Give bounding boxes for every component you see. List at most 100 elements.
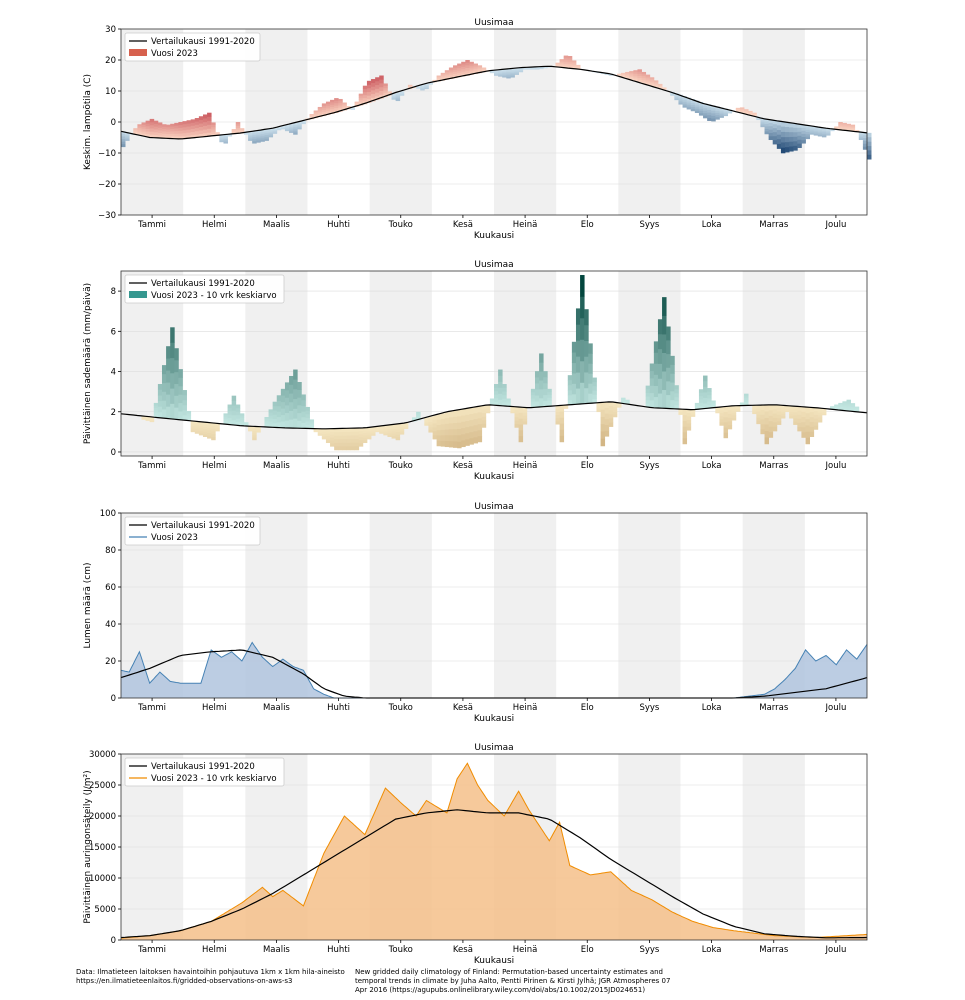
deviation-bar <box>629 71 634 73</box>
chart-title: Uusimaa <box>474 743 513 753</box>
legend-label-reference: Vertailukausi 1991-2020 <box>151 762 255 772</box>
deviation-bar <box>473 65 478 68</box>
deviation-bar <box>498 381 503 388</box>
deviation-bar <box>284 397 290 406</box>
deviation-bar <box>202 434 208 437</box>
x-tick-label: Syys <box>639 945 659 955</box>
deviation-bar <box>473 63 478 66</box>
deviation-bar <box>399 94 405 96</box>
deviation-bar <box>575 65 581 67</box>
deviation-bar <box>698 389 704 393</box>
deviation-bar <box>494 73 499 75</box>
deviation-bar <box>215 132 220 134</box>
deviation-bar <box>424 83 429 85</box>
deviation-bar <box>592 390 597 395</box>
y-axis-label: Päivittäinen auringonsäteily (J/m²) <box>83 770 93 923</box>
deviation-bar <box>141 126 146 130</box>
deviation-bar <box>194 421 200 424</box>
deviation-bar <box>202 129 208 134</box>
deviation-bar <box>166 124 171 128</box>
deviation-bar <box>358 437 364 441</box>
deviation-bar <box>436 424 442 431</box>
deviation-bar <box>338 103 343 106</box>
deviation-bar <box>243 133 249 135</box>
deviation-bar <box>362 437 368 441</box>
legend-box <box>124 274 285 304</box>
deviation-bar <box>346 431 351 436</box>
deviation-bar <box>567 399 573 406</box>
deviation-bar <box>416 88 421 89</box>
deviation-bar <box>621 72 626 74</box>
deviation-bar <box>137 124 142 127</box>
deviation-bar <box>600 402 606 411</box>
deviation-bar <box>387 92 392 94</box>
deviation-bar <box>584 387 589 404</box>
y-tick-label: 2 <box>111 408 116 418</box>
deviation-bar <box>161 373 167 384</box>
deviation-bar <box>330 443 335 447</box>
deviation-bar <box>510 72 515 75</box>
deviation-bar <box>514 72 519 74</box>
deviation-bar <box>752 405 757 407</box>
deviation-bar <box>637 77 642 81</box>
deviation-bar <box>530 391 536 396</box>
deviation-bar <box>682 99 688 103</box>
deviation-bar <box>289 419 294 429</box>
deviation-bar <box>785 137 790 143</box>
deviation-bar <box>805 431 811 439</box>
deviation-bar <box>371 79 376 84</box>
deviation-bar <box>280 408 286 416</box>
deviation-bar <box>366 437 372 440</box>
deviation-bar <box>694 102 700 105</box>
deviation-bar <box>690 410 696 413</box>
deviation-bar <box>293 128 298 131</box>
deviation-bar <box>481 69 487 71</box>
footer-left-line: https://en.ilmatieteenlaitos.fi/gridded-… <box>76 977 293 985</box>
deviation-bar <box>752 113 757 115</box>
deviation-bar <box>182 395 187 401</box>
deviation-bar <box>744 393 749 396</box>
deviation-bar <box>514 69 519 71</box>
deviation-bar <box>711 401 716 404</box>
deviation-bar <box>608 405 614 411</box>
deviation-bar <box>707 107 712 111</box>
x-tick-label: Joulu <box>824 461 846 471</box>
deviation-bar <box>362 430 368 434</box>
deviation-bar <box>711 404 716 406</box>
deviation-bar <box>575 308 581 325</box>
deviation-bar <box>141 417 146 419</box>
deviation-bar <box>645 389 651 393</box>
deviation-bar <box>809 128 815 131</box>
deviation-bar <box>428 419 433 423</box>
deviation-bar <box>202 114 208 119</box>
deviation-bar <box>284 389 290 398</box>
deviation-bar <box>272 423 278 428</box>
deviation-bar <box>813 129 819 132</box>
legend-label-2023: Vuosi 2023 <box>151 49 198 59</box>
deviation-bar <box>399 92 405 94</box>
deviation-bar <box>473 419 478 426</box>
deviation-bar <box>494 394 499 399</box>
deviation-bar <box>575 66 581 68</box>
deviation-bar <box>534 377 540 384</box>
deviation-bar <box>608 414 614 419</box>
deviation-bar <box>514 71 519 73</box>
deviation-bar <box>252 133 257 136</box>
deviation-bar <box>305 118 310 120</box>
deviation-bar <box>121 139 126 142</box>
deviation-bar <box>739 111 745 113</box>
deviation-bar <box>682 426 688 433</box>
deviation-bar <box>207 112 212 117</box>
deviation-bar <box>510 68 515 71</box>
deviation-bar <box>600 73 606 75</box>
deviation-bar <box>239 417 245 420</box>
deviation-bar <box>703 110 708 114</box>
deviation-bar <box>227 421 233 425</box>
deviation-bar <box>621 76 626 78</box>
deviation-bar <box>436 79 442 81</box>
deviation-bar <box>178 385 183 395</box>
deviation-bar <box>133 132 138 134</box>
deviation-bar <box>387 92 392 94</box>
deviation-bar <box>444 429 450 436</box>
deviation-bar <box>703 375 708 382</box>
